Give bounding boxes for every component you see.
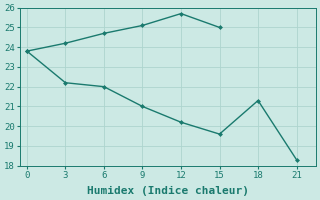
X-axis label: Humidex (Indice chaleur): Humidex (Indice chaleur)	[87, 186, 249, 196]
